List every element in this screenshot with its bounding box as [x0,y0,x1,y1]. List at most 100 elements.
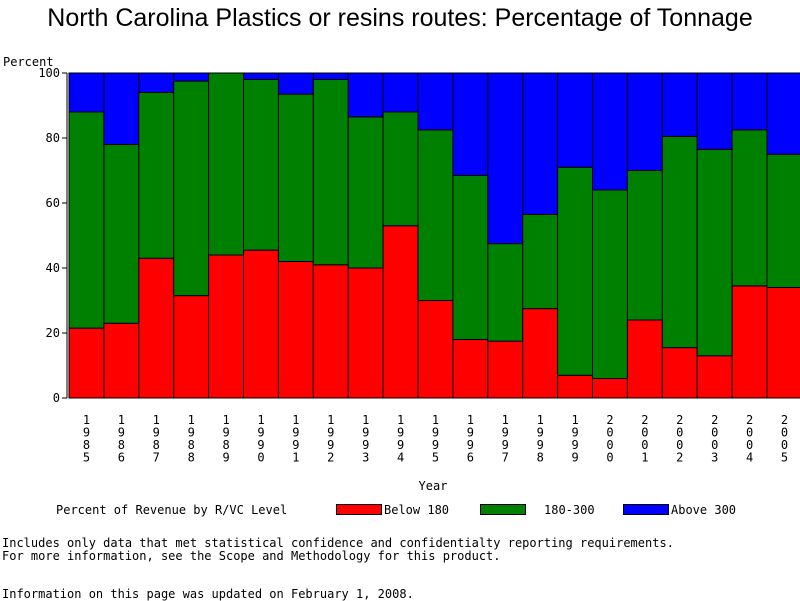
bar-segment-2005-0 [766,287,800,399]
bar-segment-1986-2 [103,72,140,145]
bar-segment-1990-2 [243,72,279,80]
bar-segment-2002-0 [661,347,698,399]
bar-segment-1999-0 [557,374,594,399]
bar-segment-2001-1 [626,170,663,321]
bar-segment-1994-0 [382,225,419,399]
legend-label-below-180: Below 180 [384,503,450,517]
bar-segment-1988-2 [173,72,210,82]
legend-swatch-below-180 [336,504,382,515]
bar-segment-1990-1 [243,79,279,251]
bar-segment-1993-0 [347,267,384,399]
legend-label-above-300: Above 300 [671,503,737,517]
chart-title: North Carolina Plastics or resins routes… [47,4,753,32]
bar-segment-1989-0 [208,254,245,399]
bar-segment-1986-1 [103,144,140,324]
bar-segment-1985-0 [68,327,105,399]
bar-segment-1987-0 [138,257,175,399]
bar-segment-1995-2 [417,72,454,131]
bar-segment-2000-0 [592,378,628,399]
bar-segment-1992-2 [312,72,349,80]
bar-segment-2002-1 [661,135,698,349]
bar-segment-1991-2 [277,72,314,95]
bar-segment-2002-2 [661,72,698,137]
x-axis-label: Year [419,479,448,493]
y-axis: 0 20 40 60 80 100 [38,66,68,405]
bar-segment-2003-1 [696,148,733,357]
bar-segment-1992-0 [312,264,349,399]
bar-segment-1999-1 [557,166,594,376]
bar-segment-1999-2 [557,72,594,168]
bar-segment-1996-0 [452,339,489,399]
bar-segment-2000-2 [592,72,628,191]
y-axis-label: Percent [3,55,54,69]
bar-segment-2004-0 [731,285,768,399]
legend-title: Percent of Revenue by R/VC Level [56,503,288,517]
bar-segment-2000-1 [592,189,628,379]
stacked-bar-chart: 0 20 40 60 80 100 1 9 8 5 1 9 8 6 1 9 8 7 1 9 8 8 1 9 8 9 1 9 9 0 1 9 9… [3,55,800,493]
bar-segment-2004-1 [731,129,768,287]
footnote-confidence: Includes only data that met statistical … [2,536,674,550]
bar-segment-1988-1 [173,80,210,297]
bar-segment-1988-0 [173,295,210,399]
bar-segment-1993-2 [347,72,384,118]
bar-segment-1990-0 [243,249,279,399]
y-tick-label: 40 [46,261,60,275]
bar-segment-1986-0 [103,322,140,399]
bar-segment-1989-1 [208,72,245,256]
bar-segment-1997-2 [487,72,524,245]
bar-segment-1995-1 [417,129,454,301]
bar-segment-2001-2 [626,72,663,171]
bar-segment-2003-0 [696,355,733,399]
y-tick-label: 100 [38,66,60,80]
bar-segment-1985-2 [68,72,105,113]
bar-segment-1998-0 [522,308,559,399]
bar-segment-1995-0 [417,300,454,399]
bar-segment-1991-0 [277,261,314,399]
bar-segment-1996-2 [452,72,489,176]
bar-segment-1993-1 [347,116,384,269]
bar-segment-1991-1 [277,93,314,262]
y-tick-label: 60 [46,196,60,210]
bar-segment-1998-1 [522,213,559,310]
bar-segment-1987-1 [138,92,175,259]
bar-segment-1996-1 [452,174,489,340]
bar-segment-2005-1 [766,153,800,288]
bar-segment-1998-2 [522,72,559,215]
bar-segment-1997-1 [487,243,524,342]
y-tick-label: 80 [46,131,60,145]
y-tick-label: 20 [46,326,60,340]
bar-group [68,72,800,399]
legend-swatch-above-300 [623,504,669,515]
bar-segment-2003-2 [696,72,733,150]
y-tick-label: 0 [53,391,60,405]
bar-segment-2001-0 [626,319,663,399]
footnote-updated: Information on this page was updated on … [2,587,414,601]
bar-segment-1994-2 [382,72,419,113]
bar-segment-2004-2 [731,72,768,131]
bar-segment-1992-1 [312,79,349,266]
bar-segment-1987-2 [138,72,175,93]
bar-segment-1997-0 [487,340,524,399]
x-axis: 1 9 8 5 1 9 8 6 1 9 8 7 1 9 8 8 1 9 8 9 1 9 9 0 1 9 9 1 1 9 9 2 1 9 9 3 1 9 9 4… [83,413,788,465]
bar-segment-1985-1 [68,111,105,329]
